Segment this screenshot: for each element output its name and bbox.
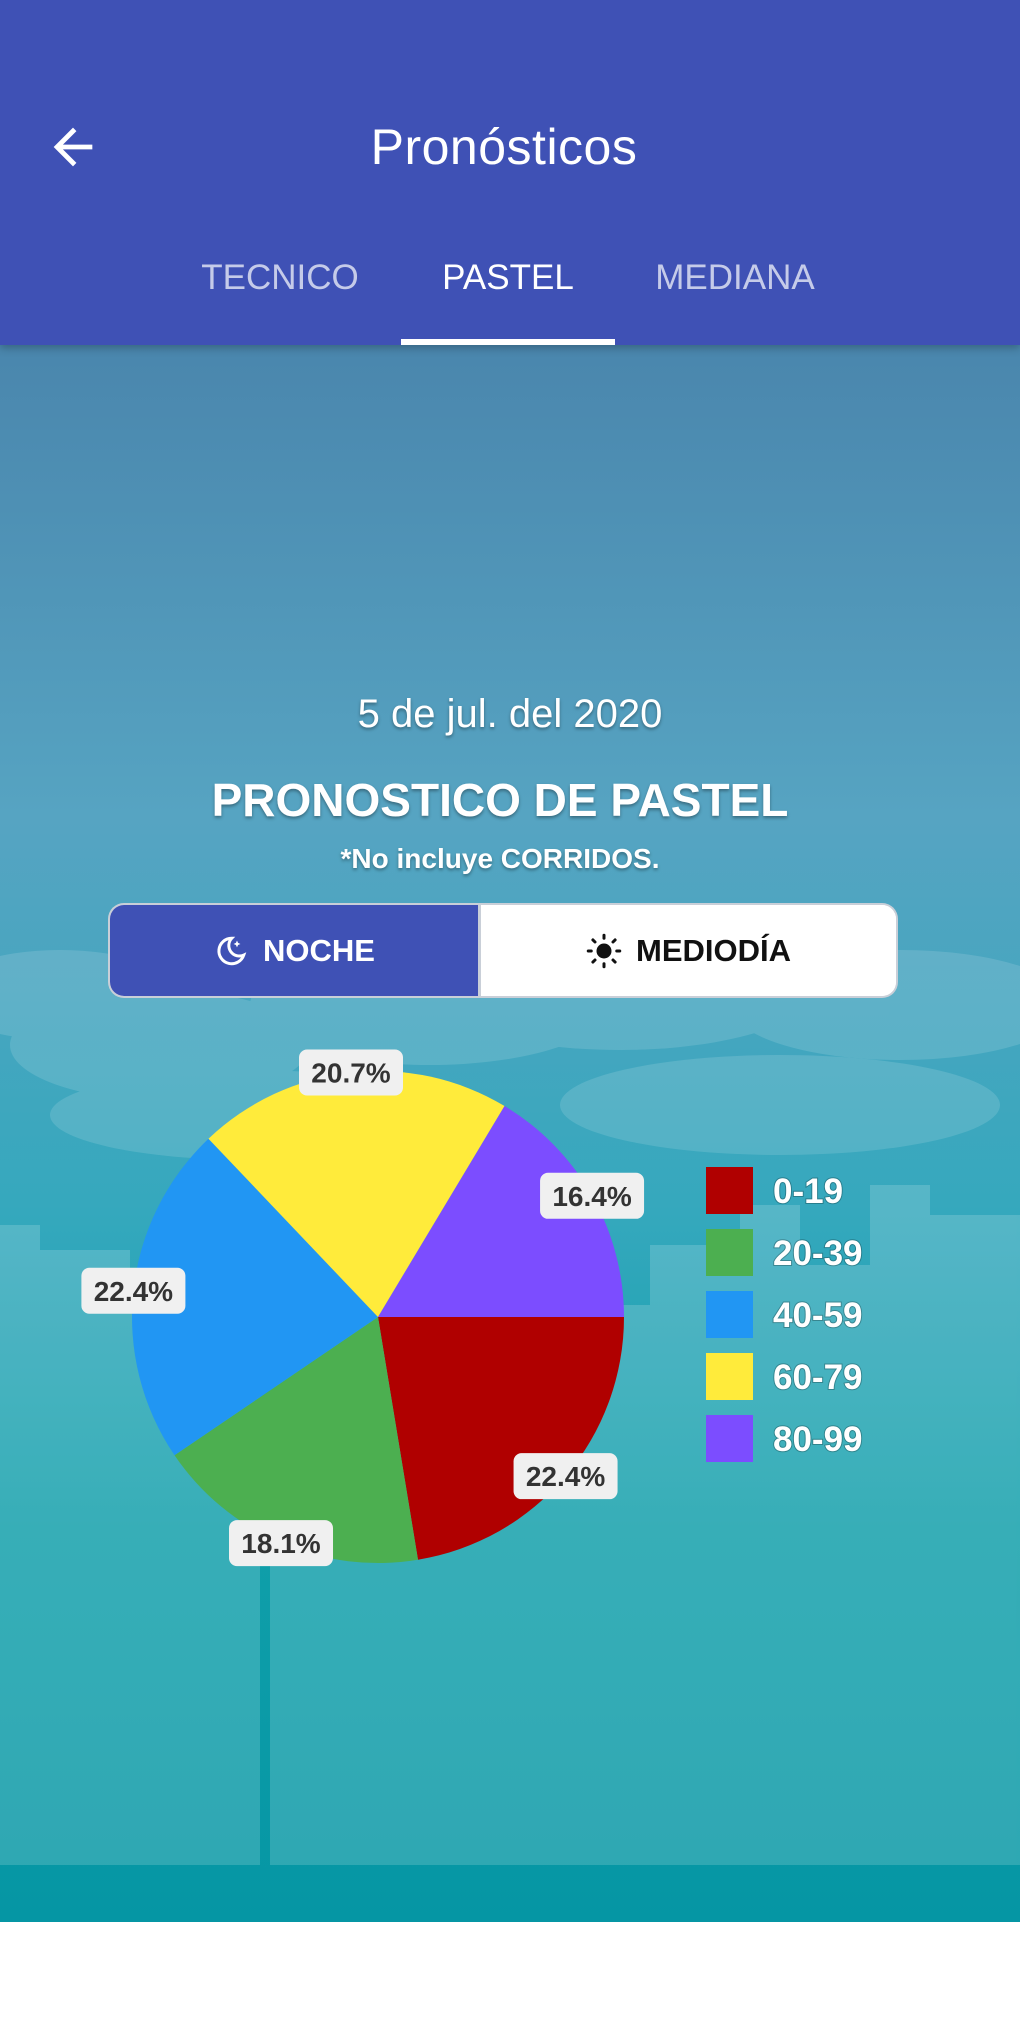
app-bar: Pronósticos TECNICO PASTEL MEDIANA [0,0,1020,345]
forecast-heading: PRONOSTICO DE PASTEL [211,774,789,826]
mediodia-label: MEDIODÍA [636,932,791,968]
pie-label-background [513,1453,618,1500]
noche-mediodia-toggle: NOCHE MEDIODÍA [110,905,896,996]
tab-tecnico[interactable]: TECNICO [201,258,359,297]
pie-slice-label: 16.4% [540,1172,645,1219]
pie-label-background [540,1172,645,1219]
tab-pastel[interactable]: PASTEL [442,258,574,297]
pie-slice-label: 18.1% [229,1520,334,1567]
pie-slice-40-59 [132,1138,378,1456]
sun-icon [586,933,622,968]
pie-label-text: 16.4% [552,1181,631,1212]
pie-slice-20-39 [174,1317,419,1563]
pie-slice-0-19 [378,1317,624,1560]
mediodia-button[interactable]: MEDIODÍA [481,905,896,996]
forecast-date: 5 de jul. del 2020 [357,692,663,736]
forecast-note: *No incluye CORRIDOS. [340,843,660,874]
legend-swatch-60-79 [706,1353,753,1400]
pie-label-text: 22.4% [94,1276,173,1307]
pie-label-text: 20.7% [311,1057,390,1088]
content-area: 5 de jul. del 2020 PRONOSTICO DE PASTEL … [0,345,1020,1922]
pie-slice-label: 20.7% [299,1049,404,1096]
pie-slice-80-99 [378,1106,624,1317]
legend-label-20-39: 20-39 [773,1234,863,1273]
legend-swatch-40-59 [706,1291,753,1338]
page-title: Pronósticos [370,119,638,175]
noche-button[interactable]: NOCHE [110,905,478,996]
pie-slice-60-79 [208,1071,505,1317]
pie-label-background [299,1049,404,1096]
legend-label-40-59: 40-59 [773,1296,863,1335]
bottom-blank-area [0,1922,1020,2040]
pie-label-background [229,1520,334,1567]
moon-stars-icon [217,936,247,965]
legend-label-0-19: 0-19 [773,1172,843,1211]
pie-label-text: 22.4% [526,1461,605,1492]
back-arrow-icon[interactable] [44,118,102,176]
legend-label-60-79: 60-79 [773,1358,863,1397]
pie-label-background [81,1267,186,1314]
pie-slice-label: 22.4% [81,1267,186,1314]
city-skyline-background [0,920,1020,1865]
legend-swatch-0-19 [706,1167,753,1214]
pie-label-text: 18.1% [241,1528,320,1559]
toggle-divider [478,905,481,996]
pie-chart: 22.4% 18.1% 22.4% 20.7% 16.4% 0-19 20-39 40-59 6… [81,1049,864,1567]
legend-swatch-20-39 [706,1229,753,1276]
legend-swatch-80-99 [706,1415,753,1462]
tab-mediana[interactable]: MEDIANA [655,258,815,297]
pie-slice-label: 22.4% [513,1453,618,1500]
tab-indicator [401,339,615,345]
noche-label: NOCHE [263,932,375,968]
legend-label-80-99: 80-99 [773,1420,863,1459]
